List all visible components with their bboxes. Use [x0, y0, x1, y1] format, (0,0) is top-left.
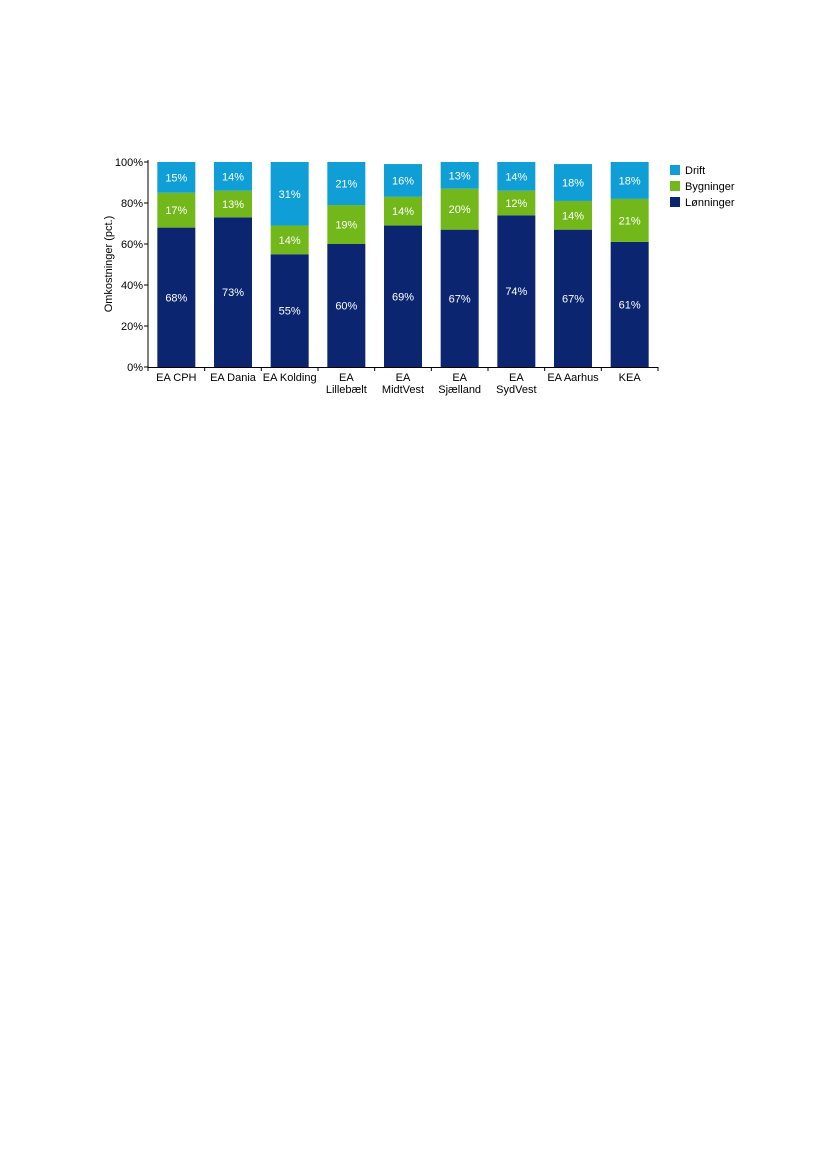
y-tick-label: 0%: [127, 362, 143, 374]
y-tick-label: 40%: [121, 280, 143, 292]
data-label: 67%: [562, 293, 584, 305]
legend-swatch: [670, 181, 680, 191]
x-tick-label-line: Lillebælt: [326, 384, 367, 396]
chart-legend: Drift Bygninger Lønninger: [670, 165, 735, 209]
bar-segment: [157, 192, 196, 228]
x-tick-label-line: EA CPH: [156, 372, 196, 384]
bar-segment: [384, 164, 422, 197]
data-label: 68%: [165, 292, 187, 304]
data-label: 60%: [335, 301, 357, 313]
x-tick-label: EA Aarhus: [547, 372, 599, 384]
y-tick-label: 60%: [121, 239, 143, 251]
bar-segment: [610, 241, 649, 367]
data-label: 18%: [562, 178, 584, 190]
x-tick-label: EA Kolding: [263, 372, 317, 384]
data-label: 14%: [279, 235, 301, 247]
x-tick-label-line: KEA: [619, 372, 642, 384]
data-label: 13%: [222, 199, 244, 211]
legend-swatch: [670, 165, 680, 175]
plot-area: 68% 17% 15% 73% 13% 14% 55% 14% 31% 60% 19% 21% 69% 1…: [103, 157, 659, 396]
y-tick-label: 20%: [121, 321, 143, 333]
x-tick-label-line: EA: [339, 372, 354, 384]
x-tick-label: KEA: [619, 372, 642, 384]
data-label: 17%: [165, 205, 187, 217]
x-tick-label: EA Sjælland: [438, 372, 481, 396]
y-axis-title: Omkostninger (pct.): [103, 216, 115, 313]
bar-segment: [327, 162, 366, 206]
data-label: 13%: [449, 170, 471, 182]
bar-segment: [440, 188, 479, 230]
x-tick-label: EA MidtVest: [382, 372, 424, 396]
x-tick-label-line: EA: [452, 372, 467, 384]
data-label: 14%: [222, 171, 244, 183]
bar-segment: [610, 198, 649, 242]
bar-segment: [270, 225, 309, 255]
bar-segment: [554, 164, 592, 201]
bar-segment: [157, 227, 196, 367]
x-tick-label: EA CPH: [156, 372, 196, 384]
data-label: 69%: [392, 291, 414, 303]
bar-segment: [214, 190, 252, 218]
bar-segment: [554, 229, 592, 367]
data-label: 16%: [392, 175, 414, 187]
bar-segment: [497, 215, 536, 367]
data-label: 19%: [335, 220, 357, 232]
bar-segment: [440, 162, 479, 189]
y-tick-label: 100%: [115, 157, 143, 169]
x-tick-label: EA Lillebælt: [326, 372, 367, 396]
x-tick-label-line: MidtVest: [382, 384, 424, 396]
data-label: 31%: [279, 189, 301, 201]
data-label: 15%: [165, 172, 187, 184]
data-label: 74%: [505, 286, 527, 298]
data-label: 14%: [392, 206, 414, 218]
x-tick-label-line: EA: [509, 372, 524, 384]
bar-segment: [384, 225, 422, 367]
x-tick-label-line: EA Dania: [210, 372, 257, 384]
bar-segment: [327, 205, 366, 244]
bar-segment: [497, 162, 536, 191]
bar-segment: [384, 196, 422, 226]
data-label: 12%: [505, 198, 527, 210]
data-label: 67%: [449, 293, 471, 305]
bar-segment: [270, 162, 309, 226]
data-label: 18%: [619, 175, 641, 187]
x-tick-label-line: Sjælland: [438, 384, 481, 396]
bar-segment: [554, 200, 592, 230]
bar-segment: [610, 162, 649, 199]
x-tick-label-line: EA Aarhus: [547, 372, 599, 384]
bar-segment: [440, 229, 479, 367]
data-label: 61%: [619, 299, 641, 311]
x-tick-label: EA SydVest: [496, 372, 536, 396]
data-label: 55%: [279, 306, 301, 318]
y-tick-label: 80%: [121, 198, 143, 210]
bar-segment: [214, 217, 252, 367]
x-tick-label: EA Dania: [210, 372, 257, 384]
legend-label: Lønninger: [685, 197, 735, 209]
bar-segment: [270, 254, 309, 367]
data-label: 20%: [449, 204, 471, 216]
data-label: 14%: [505, 171, 527, 183]
x-tick-label-line: SydVest: [496, 384, 536, 396]
data-label: 21%: [619, 215, 641, 227]
bar-segment: [214, 162, 252, 191]
data-label: 14%: [562, 210, 584, 222]
legend-label: Drift: [685, 165, 705, 177]
bar-segment: [327, 244, 366, 367]
data-label: 73%: [222, 287, 244, 299]
bar-segment: [497, 190, 536, 216]
legend-swatch: [670, 197, 680, 207]
x-tick-label-line: EA Kolding: [263, 372, 317, 384]
data-label: 21%: [335, 179, 357, 191]
legend-label: Bygninger: [685, 181, 735, 193]
bar-segment: [157, 162, 196, 193]
x-tick-label-line: EA: [396, 372, 411, 384]
